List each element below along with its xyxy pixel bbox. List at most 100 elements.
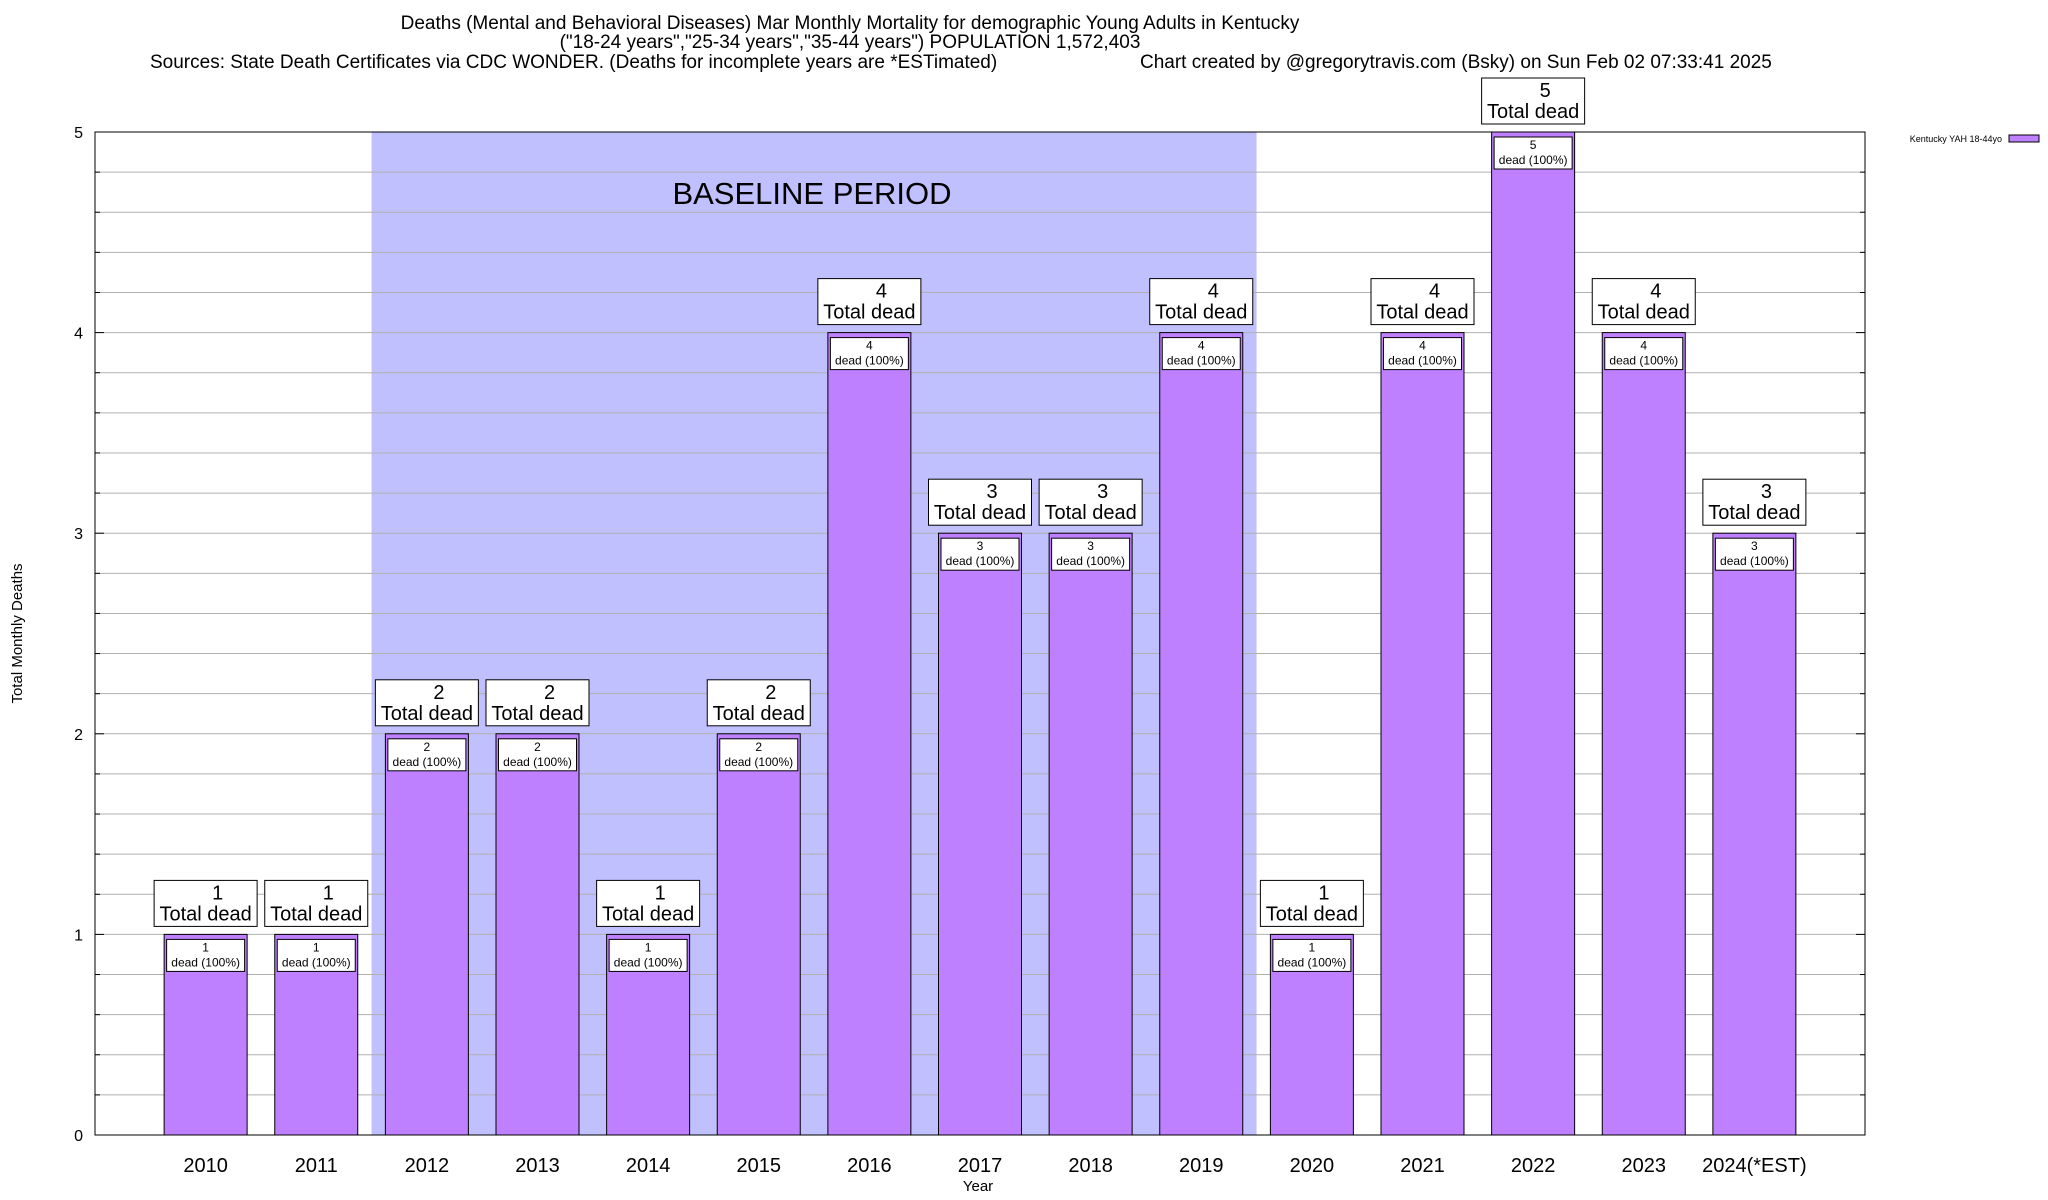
baseline-label: BASELINE PERIOD [672, 176, 951, 211]
bar-inner-value: 2 [424, 740, 431, 754]
x-tick-label: 2024(*EST) [1702, 1155, 1807, 1177]
bar [1380, 332, 1465, 1136]
x-tick-label: 2015 [737, 1155, 782, 1177]
bar-inner-label: dead (100%) [1609, 354, 1678, 368]
x-tick-label: 2021 [1400, 1155, 1445, 1177]
bar-inner-value: 1 [202, 940, 209, 954]
bar-inner-label-box [166, 938, 246, 972]
bar-total-label: Total dead [713, 703, 805, 725]
bar-inner-label: dead (100%) [1278, 955, 1347, 969]
bar [1048, 532, 1133, 1136]
bar [938, 532, 1022, 1136]
x-tick-label: 2019 [1179, 1155, 1224, 1177]
y-tick-label: 4 [74, 326, 83, 343]
bar [384, 733, 469, 1136]
bar-total-value: 1 [212, 882, 223, 904]
bar-total-label: Total dead [1708, 502, 1800, 524]
bar-total-label-box [485, 679, 590, 727]
bar-total-label-box [374, 679, 479, 727]
bar-inner-label-box [387, 738, 467, 772]
bar-total-label-box [706, 679, 811, 727]
bar-inner-value: 3 [1751, 539, 1758, 553]
bar-inner-label: dead (100%) [1167, 354, 1236, 368]
bar-total-label: Total dead [270, 903, 362, 925]
bar-inner-label-box [1493, 136, 1573, 170]
bar-total-value: 4 [1429, 281, 1440, 303]
bar-inner-value: 3 [977, 539, 984, 553]
bar-total-value: 3 [1761, 481, 1772, 503]
chart-title-line-2: ("18-24 years","25-34 years","35-44 year… [559, 32, 1141, 53]
bar-total-label: Total dead [934, 502, 1026, 524]
bar-inner-label-box [276, 938, 356, 972]
y-tick-label: 0 [74, 1128, 83, 1145]
y-tick-label: 3 [74, 526, 83, 543]
bar-inner-value: 4 [1640, 339, 1647, 353]
bar-inner-label: dead (100%) [171, 955, 240, 969]
x-tick-label: 2010 [183, 1155, 228, 1177]
bar-total-label-box [817, 278, 922, 326]
bar-total-label: Total dead [1598, 302, 1690, 324]
bar-total-label-box [928, 478, 1032, 526]
bar-inner-value: 1 [1309, 940, 1316, 954]
legend-swatch [2008, 134, 2040, 143]
bar-total-value: 4 [876, 281, 887, 303]
bar [1159, 332, 1244, 1136]
bar-total-value: 2 [544, 682, 555, 704]
bar-inner-label-box [1383, 337, 1462, 371]
bar-total-label: Total dead [491, 703, 583, 725]
y-tick-label: 2 [74, 727, 83, 744]
bar-total-label: Total dead [823, 302, 915, 324]
bar-inner-label-box [608, 938, 688, 972]
bar-total-label: Total dead [1155, 302, 1247, 324]
bar-total-value: 4 [1650, 281, 1661, 303]
bar-inner-label-box [829, 337, 909, 371]
bar-total-label: Total dead [1044, 502, 1136, 524]
x-tick-label: 2011 [295, 1155, 338, 1177]
bar-total-label: Total dead [1376, 302, 1468, 324]
bar [1712, 532, 1797, 1136]
bar-total-label: Total dead [602, 903, 694, 925]
bar-inner-label: dead (100%) [503, 755, 572, 769]
bar-total-label: Total dead [1266, 903, 1358, 925]
bar-inner-label-box [498, 738, 577, 772]
bar-inner-label: dead (100%) [1056, 554, 1125, 568]
bar-inner-label-box [1604, 337, 1684, 371]
bar-total-label-box [264, 879, 369, 927]
bar-total-value: 3 [1097, 481, 1108, 503]
bar [716, 733, 801, 1136]
chart-sources: Sources: State Death Certificates via CD… [150, 52, 998, 73]
y-axis-label: Total Monthly Deaths [9, 563, 26, 703]
bar-total-label: Total dead [159, 903, 251, 925]
bar-total-label-box [1370, 278, 1475, 326]
bar-inner-value: 1 [313, 940, 320, 954]
bar-total-label-box [596, 879, 701, 927]
bar-total-value: 1 [655, 882, 666, 904]
x-tick-label: 2022 [1511, 1155, 1556, 1177]
bar [1601, 332, 1686, 1136]
bar-total-value: 2 [433, 682, 444, 704]
bar-inner-label: dead (100%) [724, 755, 793, 769]
chart-credit: Chart created by @gregorytravis.com (Bsk… [1140, 52, 1772, 73]
x-tick-label: 2013 [515, 1155, 560, 1177]
x-tick-label: 2016 [847, 1155, 892, 1177]
bar-inner-label-box [1051, 537, 1131, 571]
bar-inner-label: dead (100%) [835, 354, 904, 368]
bar-total-label-box [1481, 77, 1586, 125]
x-tick-label: 2020 [1290, 1155, 1335, 1177]
bar-inner-value: 2 [755, 740, 762, 754]
bar-inner-label-box [1272, 938, 1352, 972]
bar-inner-value: 4 [866, 339, 873, 353]
bar-inner-label-box [1161, 337, 1241, 371]
bar-inner-label: dead (100%) [1388, 354, 1457, 368]
bar [495, 733, 580, 1136]
bar-total-label-box [1149, 278, 1254, 326]
bar-total-value: 5 [1540, 80, 1551, 102]
x-tick-label: 2023 [1622, 1155, 1667, 1177]
bar-total-label-box [1591, 278, 1696, 326]
bar-inner-value: 5 [1530, 138, 1537, 152]
x-tick-label: 2018 [1068, 1155, 1113, 1177]
bar-inner-value: 4 [1198, 339, 1205, 353]
bar-total-value: 1 [1318, 882, 1329, 904]
bar-total-value: 2 [765, 682, 776, 704]
bar-total-value: 4 [1208, 281, 1219, 303]
